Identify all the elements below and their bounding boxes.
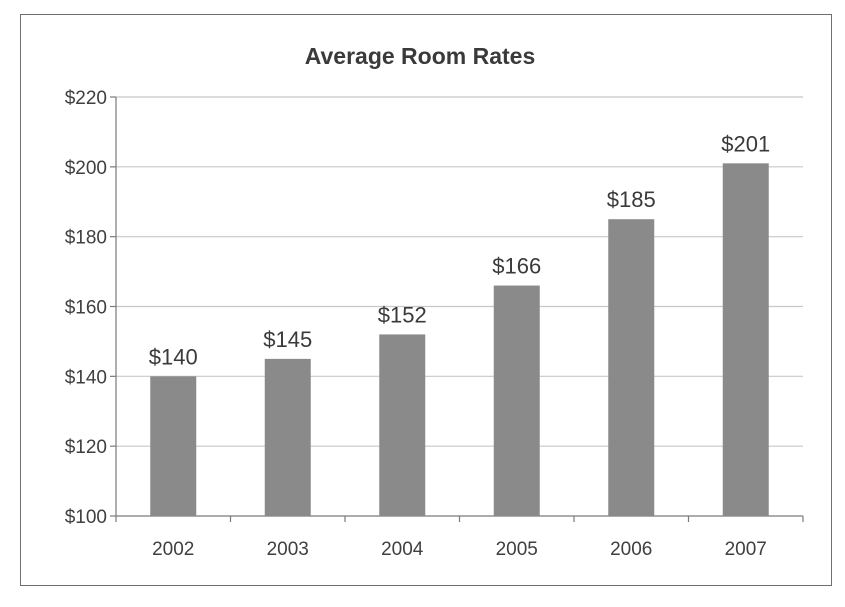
axis-layer: $100 $120 $140 $160 $180 $200 $220 [65,88,804,528]
data-label: $185 [607,187,656,212]
y-tick-label: $140 [65,367,107,388]
bar-2003 [264,358,311,516]
data-label: $152 [378,302,427,327]
chart-title: Average Room Rates [305,43,536,69]
label-layer: 2002 $140 2003 $145 2004 $152 2005 $166 2006 $185… [149,131,770,560]
data-label: $166 [492,254,541,279]
x-tick-label: 2003 [267,539,309,560]
bar-2005 [493,285,540,516]
y-tick-label: $160 [65,298,107,319]
x-tick-label: 2002 [152,539,194,560]
data-label: $145 [263,327,312,352]
y-tick-label: $180 [65,228,107,249]
bar-2002 [150,376,197,516]
bar-layer [150,163,769,517]
data-label: $201 [721,131,770,156]
x-tick-label: 2006 [610,539,652,560]
data-label: $140 [149,344,198,369]
bar-2007 [722,163,769,516]
x-tick-label: 2007 [725,539,767,560]
x-tick-label: 2005 [496,539,538,560]
y-tick-label: $120 [65,437,107,458]
bar-2006 [608,219,655,517]
grid-layer [116,96,803,447]
y-tick-label: $200 [65,158,107,179]
y-tick-label: $100 [65,507,107,528]
bar-2004 [379,334,426,516]
y-tick-label: $220 [65,88,107,109]
x-tick-label: 2004 [381,539,424,560]
